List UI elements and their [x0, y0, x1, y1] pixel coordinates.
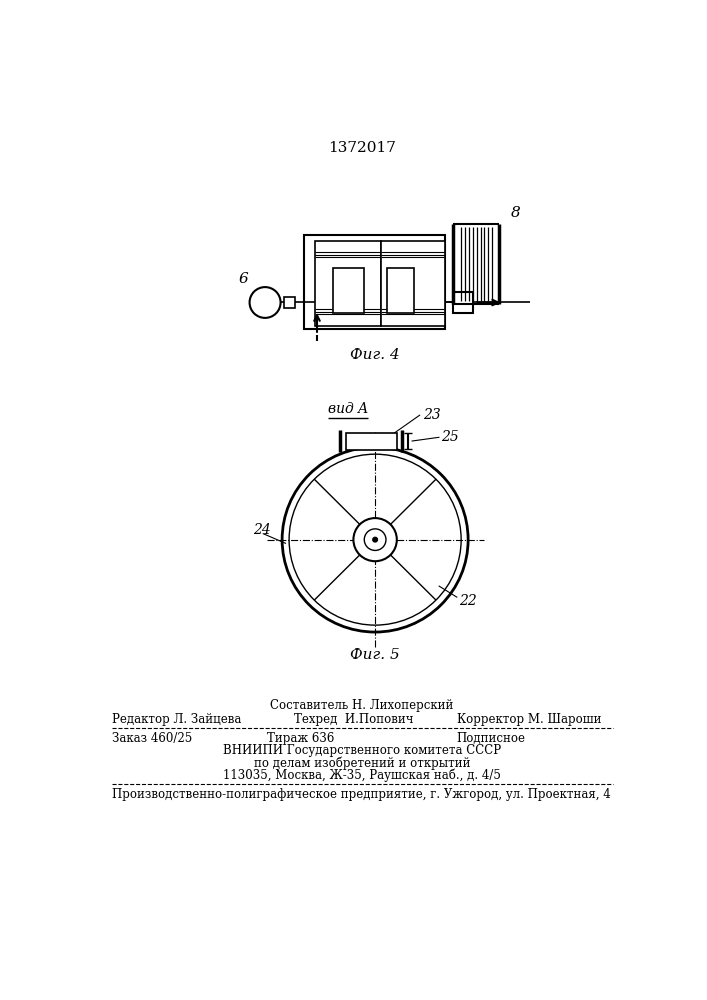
Text: Корректор М. Шароши: Корректор М. Шароши: [457, 713, 601, 726]
Bar: [284, 297, 295, 308]
Circle shape: [282, 447, 468, 632]
Text: Фиг. 5: Фиг. 5: [350, 648, 400, 662]
Text: 24: 24: [252, 523, 270, 537]
Circle shape: [373, 537, 378, 542]
Text: вид A: вид A: [328, 402, 368, 416]
Bar: [381, 241, 445, 326]
Bar: [315, 241, 381, 326]
Text: по делам изобретений и открытий: по делам изобретений и открытий: [254, 756, 470, 770]
Text: Производственно-полиграфическое предприятие, г. Ужгород, ул. Проектная, 4: Производственно-полиграфическое предприя…: [112, 788, 610, 801]
Circle shape: [354, 518, 397, 561]
Text: Фиг. 4: Фиг. 4: [350, 348, 400, 362]
Text: ВНИИПИ Государственного комитета СССР: ВНИИПИ Государственного комитета СССР: [223, 744, 501, 757]
Text: Составитель Н. Лихоперский: Составитель Н. Лихоперский: [270, 699, 454, 712]
Bar: [346, 433, 397, 450]
Bar: [387, 268, 414, 312]
Text: 8: 8: [510, 206, 520, 220]
Text: 22: 22: [459, 594, 477, 608]
Circle shape: [364, 529, 386, 550]
Text: Заказ 460/25: Заказ 460/25: [112, 732, 192, 745]
Text: Подписное: Подписное: [457, 732, 525, 745]
Text: 6: 6: [238, 272, 248, 286]
Text: 113035, Москва, Ж-35, Раушская наб., д. 4/5: 113035, Москва, Ж-35, Раушская наб., д. …: [223, 769, 501, 782]
Text: 23: 23: [423, 408, 441, 422]
Text: 1372017: 1372017: [328, 141, 396, 155]
Bar: [304, 235, 445, 329]
Text: Редактор Л. Зайцева: Редактор Л. Зайцева: [112, 713, 241, 726]
Text: Техред  И.Попович: Техред И.Попович: [293, 713, 414, 726]
Bar: [333, 268, 364, 312]
Text: Тираж 636: Тираж 636: [267, 732, 334, 745]
Bar: [452, 292, 473, 312]
Text: 25: 25: [441, 430, 459, 444]
